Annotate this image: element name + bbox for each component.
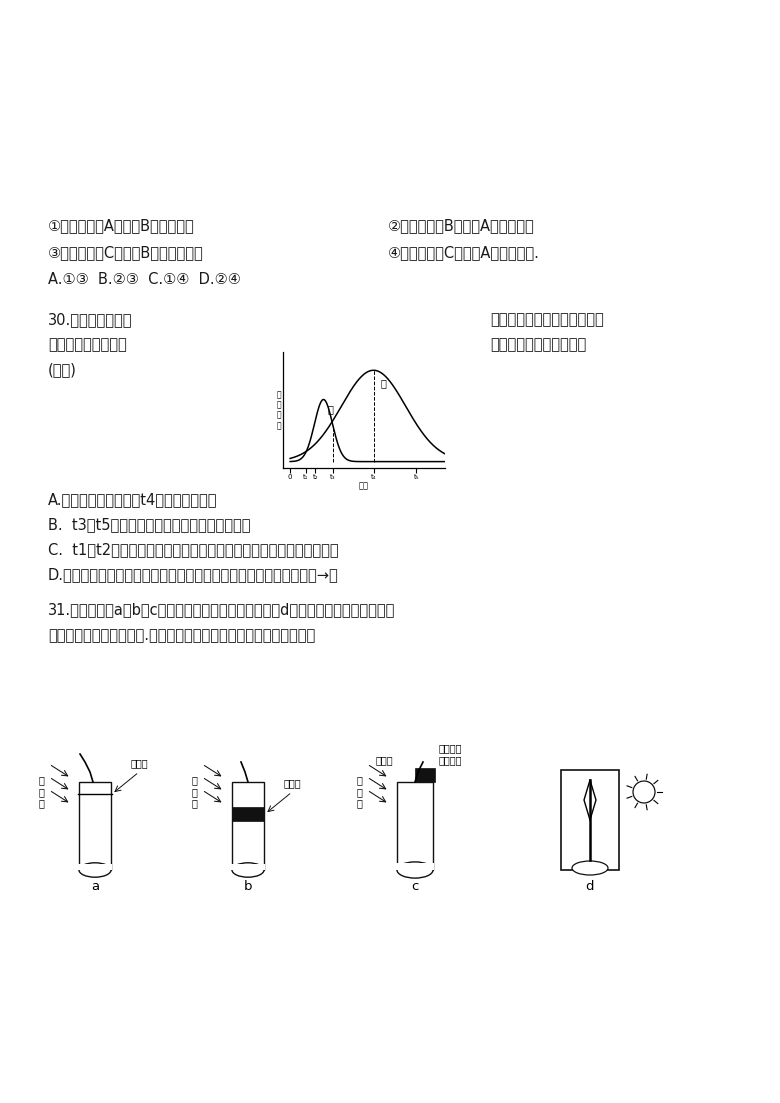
- Text: 速率随时间变化的曲: 速率随时间变化的曲: [48, 338, 126, 352]
- Bar: [561, 770, 619, 870]
- Text: b: b: [243, 880, 252, 893]
- Text: ①将药物放在A，刺激B，肌肉收缩: ①将药物放在A，刺激B，肌肉收缩: [48, 218, 195, 233]
- Text: 线，下列叙述中正确的是: 线，下列叙述中正确的是: [490, 338, 587, 352]
- Text: ③将药物放在C，刺激B，肌肉不收缩: ③将药物放在C，刺激B，肌肉不收缩: [48, 245, 204, 260]
- Ellipse shape: [572, 861, 608, 875]
- Text: A.①③  B.②③  C.①④  D.②④: A.①③ B.②③ C.①④ D.②④: [48, 272, 241, 287]
- Text: 31.如图所示，a、b、c为对胚芽鞘做不同处理的实验，d为一植株被纸盒罩住，纸盒: 31.如图所示，a、b、c为对胚芽鞘做不同处理的实验，d为一植株被纸盒罩住，纸盒: [48, 602, 395, 617]
- Bar: [78, 864, 112, 870]
- Text: 甲: 甲: [327, 405, 333, 415]
- Bar: [415, 768, 435, 782]
- Text: 单
侧
光: 单 侧 光: [38, 775, 44, 808]
- Bar: [233, 808, 263, 820]
- Text: 单
侧
光: 单 侧 光: [356, 775, 362, 808]
- Ellipse shape: [397, 861, 433, 878]
- Text: D.甲、乙两种群肯定为竞争关系，甲的竞争力小于乙，竞争强度由强→弱: D.甲、乙两种群肯定为竞争关系，甲的竞争力小于乙，竞争强度由强→弱: [48, 567, 339, 582]
- Text: ④将药物放在C，刺激A，肌肉收缩.: ④将药物放在C，刺激A，肌肉收缩.: [388, 245, 540, 260]
- Text: (　　): ( ): [48, 362, 77, 377]
- Text: C.  t1－t2时间内甲种群出生率下降，死亡率上升，死亡率大于出生率: C. t1－t2时间内甲种群出生率下降，死亡率上升，死亡率大于出生率: [48, 542, 339, 557]
- Text: 琼脂片: 琼脂片: [283, 778, 301, 788]
- Text: c: c: [411, 880, 419, 893]
- Text: 玻璃片: 玻璃片: [130, 758, 148, 768]
- Bar: [232, 807, 264, 821]
- Text: 30.如图表示某生物: 30.如图表示某生物: [48, 312, 133, 326]
- Text: 琼脂片: 琼脂片: [375, 754, 393, 765]
- Ellipse shape: [232, 863, 264, 877]
- Text: 单
侧
光: 单 侧 光: [191, 775, 197, 808]
- Y-axis label: 增
长
速
率: 增 长 速 率: [277, 389, 281, 430]
- Bar: [396, 863, 434, 870]
- Bar: [397, 782, 433, 870]
- Bar: [231, 864, 265, 870]
- Text: 含生长素
的琼脂块: 含生长素 的琼脂块: [439, 742, 463, 765]
- Text: ②将药物放在B，刺激A，肌肉收缩: ②将药物放在B，刺激A，肌肉收缩: [388, 218, 535, 233]
- Ellipse shape: [79, 863, 111, 877]
- Text: B.  t3－t5时间内甲、乙两种群的年龄组成不同: B. t3－t5时间内甲、乙两种群的年龄组成不同: [48, 517, 250, 532]
- Text: d: d: [586, 880, 594, 893]
- Text: A.如乙为农作物害虫，t4时间点防治最好: A.如乙为农作物害虫，t4时间点防治最好: [48, 492, 218, 507]
- Text: 的一侧开口，有单侧光照.下列对实验结果的描述，正确的是（　　）: 的一侧开口，有单侧光照.下列对实验结果的描述，正确的是（ ）: [48, 628, 315, 643]
- Text: 群落中甲、乙两个种群的增长: 群落中甲、乙两个种群的增长: [490, 312, 604, 326]
- Text: 乙: 乙: [381, 378, 387, 388]
- Text: a: a: [91, 880, 99, 893]
- Circle shape: [633, 781, 655, 803]
- X-axis label: 时间: 时间: [359, 482, 369, 491]
- Bar: [232, 782, 264, 870]
- Bar: [79, 782, 111, 870]
